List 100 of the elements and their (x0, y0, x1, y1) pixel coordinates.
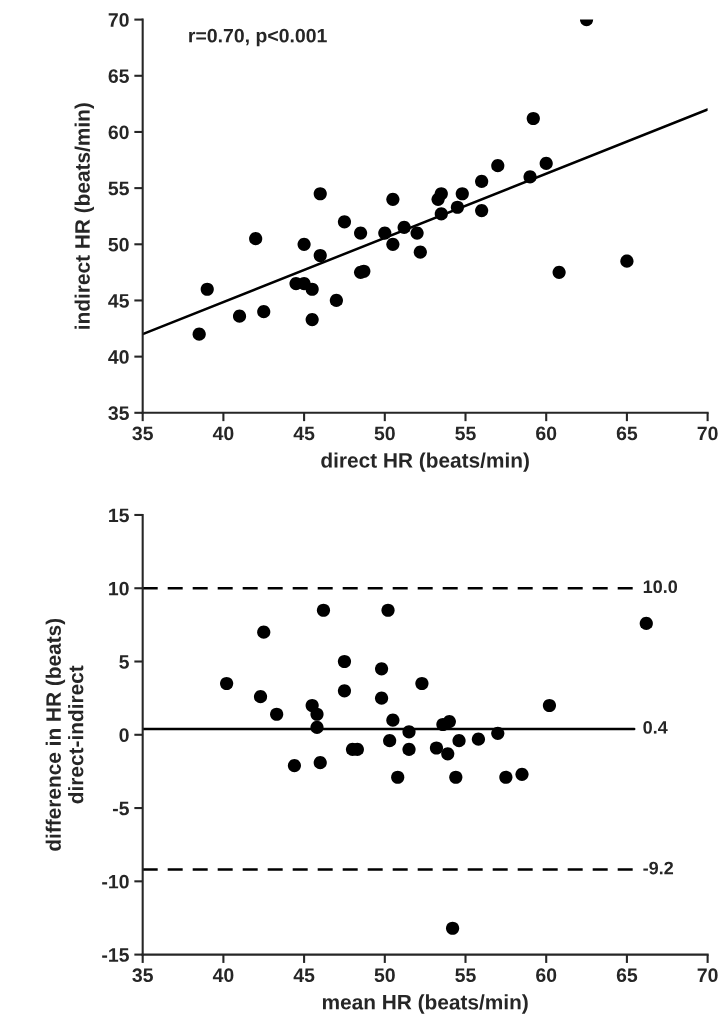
point (475, 204, 489, 218)
point (270, 707, 284, 721)
y-tick-label: 60 (108, 125, 129, 140)
y-tick-label: 45 (108, 294, 129, 308)
point (552, 265, 566, 279)
point (297, 237, 311, 251)
point (441, 747, 455, 761)
x-tick-label: 45 (293, 968, 315, 983)
ref-line-label: 10.0 (643, 580, 678, 594)
x-tick-label: 65 (616, 426, 638, 441)
point (526, 111, 540, 126)
point (192, 327, 206, 341)
point (475, 174, 489, 188)
point (383, 734, 397, 748)
point (313, 248, 327, 263)
point (455, 187, 469, 201)
point (310, 707, 324, 721)
y-tick-label: 0 (119, 728, 129, 743)
point (523, 170, 537, 184)
x-axis-title: direct HR (beats/min) (321, 452, 529, 472)
point (491, 159, 505, 173)
x-tick-label: 65 (616, 968, 638, 983)
point (402, 725, 416, 739)
y-tick-label: 70 (108, 13, 129, 27)
point (381, 603, 395, 617)
y-tick-label: 40 (108, 350, 129, 364)
point (471, 732, 485, 746)
point (386, 713, 400, 727)
point (391, 770, 405, 784)
y-axis-title: indirect HR (beats/min) (74, 103, 94, 329)
point (415, 676, 429, 691)
point (257, 625, 271, 639)
point (287, 758, 301, 773)
y-tick-label: 50 (108, 237, 129, 252)
point (539, 156, 553, 170)
annotation: r=0.70, p<0.001 (189, 28, 327, 47)
y-tick-label: 15 (109, 508, 129, 523)
point (450, 200, 465, 214)
point (413, 245, 427, 259)
point (499, 770, 513, 784)
point (429, 741, 444, 755)
x-tick-label: 40 (212, 426, 234, 441)
point (446, 921, 460, 935)
point (337, 684, 352, 698)
x-tick-label: 40 (212, 968, 234, 983)
point (316, 603, 331, 617)
y-tick-label: -15 (102, 948, 129, 962)
y-axis-title: difference in HR (beats) direct-indirect (45, 618, 84, 851)
point (491, 726, 505, 740)
point (337, 215, 352, 229)
point (200, 282, 214, 296)
point (542, 698, 557, 713)
point (452, 734, 466, 748)
point (257, 305, 271, 319)
point (232, 309, 247, 323)
y-tick-label: 10 (109, 581, 129, 596)
point (329, 293, 343, 308)
x-tick-label: 55 (455, 968, 476, 983)
point (374, 662, 389, 676)
point (410, 226, 424, 240)
x-tick-label: 60 (536, 968, 557, 983)
point (305, 282, 319, 296)
x-axis-title: mean HR (beats/min) (322, 994, 528, 1014)
y-tick-label: 5 (119, 655, 129, 669)
point (220, 676, 234, 691)
y-tick-label: -5 (112, 801, 129, 816)
point (378, 226, 392, 240)
point (313, 187, 327, 201)
point (442, 715, 456, 729)
point (305, 312, 319, 327)
point (249, 232, 263, 246)
y-tick-label: 55 (108, 181, 129, 196)
point (515, 767, 529, 781)
y-tick-label: 65 (108, 69, 129, 84)
point (434, 187, 448, 201)
x-tick-label: 45 (293, 426, 315, 441)
point (397, 220, 411, 235)
point (337, 654, 352, 669)
x-tick-label: 35 (132, 426, 153, 441)
ref-line-label: 0.4 (643, 720, 668, 734)
point (620, 254, 634, 268)
ref-line-label: -9.2 (643, 861, 674, 875)
x-tick-label: 70 (697, 968, 718, 983)
point (313, 756, 327, 770)
point (310, 720, 324, 735)
point (386, 237, 400, 251)
point (402, 742, 416, 757)
point (354, 226, 368, 240)
point (253, 690, 268, 704)
x-tick-label: 60 (536, 426, 557, 441)
y-tick-label: 35 (108, 406, 129, 421)
point (434, 207, 448, 221)
point (449, 770, 463, 784)
point (639, 616, 653, 630)
point (386, 192, 400, 206)
x-tick-label: 55 (455, 426, 476, 441)
x-tick-label: 35 (132, 968, 153, 983)
point (374, 691, 389, 705)
x-tick-label: 50 (374, 426, 395, 441)
x-tick-label: 70 (697, 426, 718, 441)
